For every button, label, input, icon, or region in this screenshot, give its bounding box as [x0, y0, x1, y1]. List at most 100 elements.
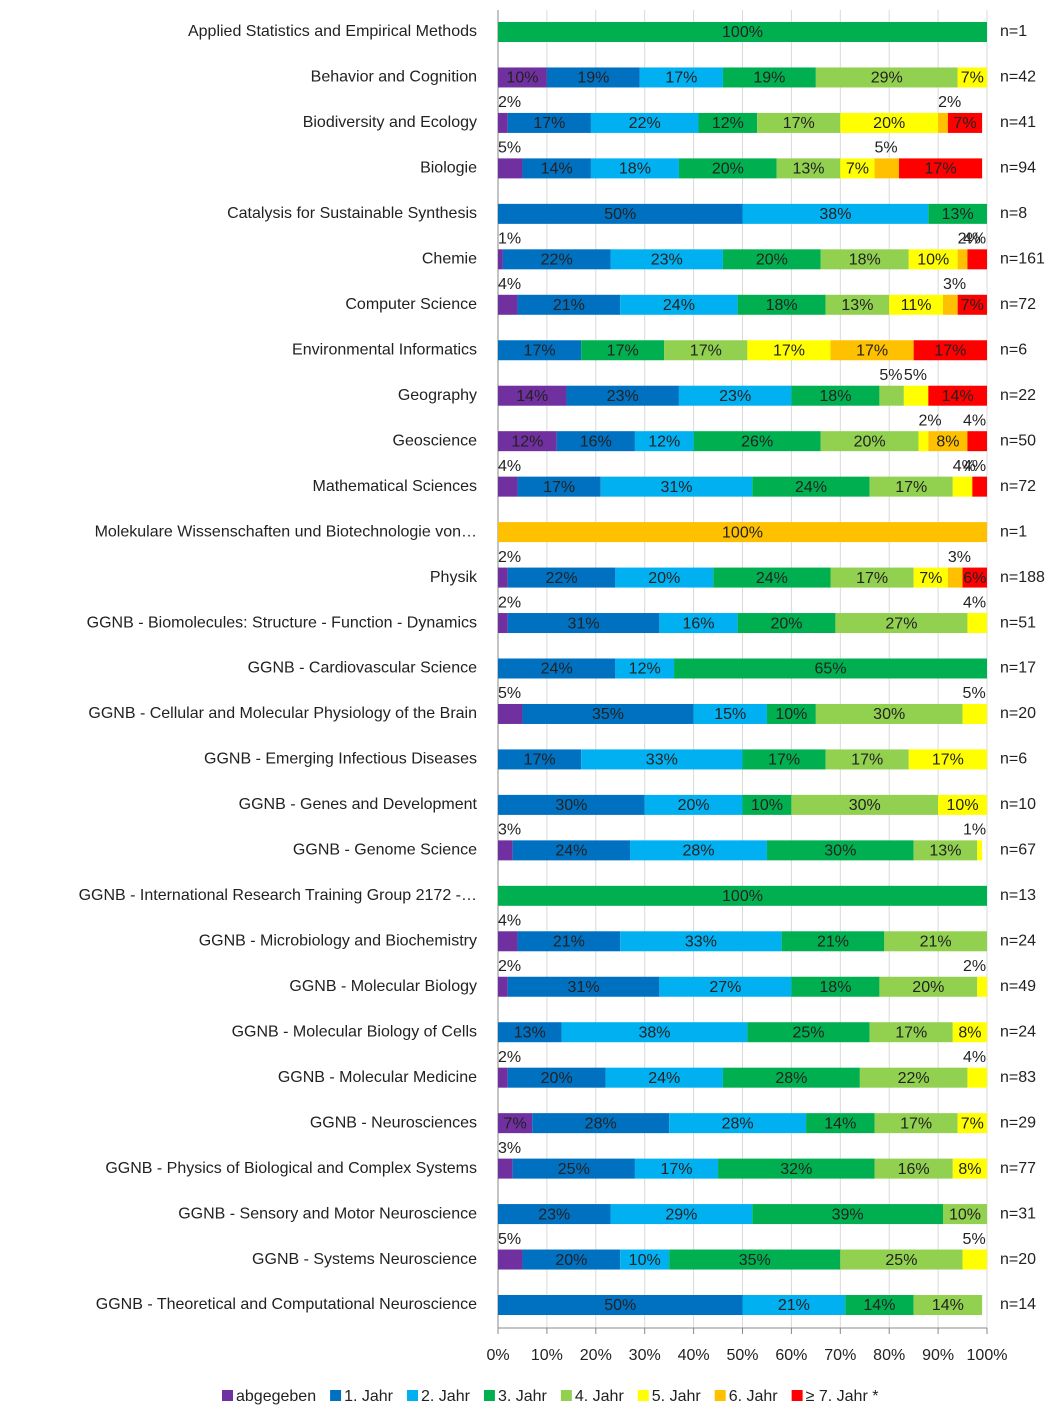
value-label: 28% [585, 1115, 617, 1132]
value-label: 20% [555, 1252, 587, 1269]
value-label: 27% [885, 615, 917, 632]
bar-segment [590, 158, 679, 179]
bar-segment [874, 1158, 953, 1179]
value-label: 20% [712, 161, 744, 178]
bar-segment [869, 1022, 953, 1043]
bar-segment [498, 658, 616, 679]
value-label: 27% [709, 979, 741, 996]
bar-segment [615, 567, 714, 588]
value-label: 3% [943, 276, 966, 293]
value-label: 11% [901, 297, 932, 314]
value-label: 13% [929, 843, 961, 860]
value-label: 20% [873, 115, 905, 132]
value-label: 26% [741, 433, 773, 450]
value-label: 10% [506, 70, 538, 87]
bar-segment [942, 1204, 987, 1225]
value-label: 17% [607, 342, 639, 359]
bar-segment [664, 340, 748, 361]
value-label: 5% [963, 1231, 986, 1248]
bar-segment [766, 703, 816, 724]
bar-segment [742, 203, 929, 224]
bar-segment [952, 1158, 987, 1179]
bar-segment [957, 67, 987, 88]
bar-segment [962, 1249, 987, 1270]
category-label: Applied Statistics and Empirical Methods [188, 23, 477, 40]
value-label: 17% [660, 1161, 692, 1178]
category-label: GGNB - Genome Science [293, 842, 477, 859]
n-label: n=24 [1000, 1023, 1036, 1040]
value-label: 31% [568, 615, 600, 632]
bar-segment [498, 476, 518, 497]
bar-segment [869, 476, 953, 497]
legend-label: 6. Jahr [729, 1388, 779, 1405]
bar-segment [957, 1113, 987, 1134]
bar-segment [498, 794, 645, 815]
n-label: n=1 [1000, 23, 1027, 40]
category-label: Mathematical Sciences [312, 478, 477, 495]
legend-swatch [637, 1390, 649, 1401]
bar-segment [522, 703, 694, 724]
value-label: 21% [817, 934, 849, 951]
category-label: Biologie [420, 160, 477, 177]
bar-segment [791, 794, 939, 815]
bar-segment [806, 1113, 875, 1134]
bar-segment [859, 1067, 968, 1088]
bar-segment [507, 567, 616, 588]
legend-swatch [714, 1390, 726, 1401]
bar-segment [947, 112, 983, 133]
value-label: 2% [498, 94, 521, 111]
value-label: 16% [682, 615, 714, 632]
value-label: 16% [580, 433, 612, 450]
value-label: 20% [541, 1070, 573, 1087]
value-label: 17% [783, 115, 815, 132]
bar-segment [913, 567, 948, 588]
bar-segment [498, 67, 547, 88]
n-label: n=83 [1000, 1069, 1036, 1086]
category-label: GGNB - Neurosciences [310, 1114, 477, 1131]
bar-segment [718, 1158, 875, 1179]
value-label: 28% [682, 843, 714, 860]
bar-segment [498, 1158, 513, 1179]
bar-segment [502, 249, 611, 270]
value-label: 18% [849, 252, 881, 269]
value-label: 5% [963, 685, 986, 702]
value-label: 8% [958, 1024, 981, 1041]
bar-segment [952, 1022, 987, 1043]
value-label: 6% [963, 570, 986, 587]
value-label: 17% [768, 752, 800, 769]
bar-segment [615, 658, 675, 679]
value-label: 13% [942, 206, 974, 223]
bar-segment [776, 158, 841, 179]
value-label: 33% [685, 934, 717, 951]
value-label: 4% [963, 412, 986, 429]
value-label: 38% [819, 206, 851, 223]
bar-segment [742, 794, 792, 815]
bar-segment [722, 249, 821, 270]
category-label: Geoscience [393, 432, 478, 449]
legend-label: 2. Jahr [421, 1388, 471, 1405]
n-label: n=51 [1000, 614, 1036, 631]
value-label: 50% [604, 1297, 636, 1314]
bar-segment [498, 294, 518, 315]
bar-segment [722, 1067, 860, 1088]
value-label: 23% [719, 388, 751, 405]
value-label: 18% [819, 979, 851, 996]
value-label: 31% [660, 479, 692, 496]
value-label: 28% [775, 1070, 807, 1087]
n-label: n=8 [1000, 205, 1027, 222]
value-label: 3% [498, 1140, 521, 1157]
bar-segment [498, 613, 508, 634]
value-label: 17% [524, 752, 556, 769]
bar-segment [605, 1067, 723, 1088]
legend-swatch [330, 1390, 342, 1401]
value-label: 7% [846, 161, 869, 178]
legend-swatch [222, 1390, 233, 1401]
value-label: 10% [949, 1206, 981, 1223]
bar-segment [620, 294, 738, 315]
bar-segment [913, 1295, 983, 1315]
value-label: 4% [963, 458, 986, 475]
value-label: 10% [629, 1252, 661, 1269]
value-label: 17% [895, 1024, 927, 1041]
x-tick-label: 70% [824, 1347, 856, 1364]
value-label: 2% [958, 231, 981, 248]
